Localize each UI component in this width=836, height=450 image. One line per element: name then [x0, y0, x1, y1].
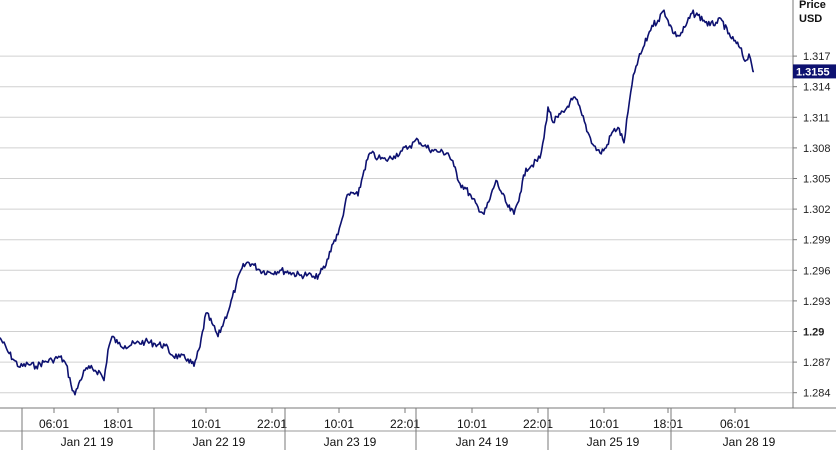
y-tick-label: 1.308	[803, 143, 831, 155]
x-tick-label: 22:01	[523, 417, 553, 431]
y-tick-label: 1.317	[803, 51, 831, 63]
unit-label-currency: USD	[799, 13, 822, 25]
x-tick-label: 22:01	[390, 417, 420, 431]
y-tick-label: 1.314	[803, 82, 831, 94]
x-tick-label: 10:01	[324, 417, 354, 431]
date-label: Jan 25 19	[587, 435, 640, 449]
y-tick-label: 1.296	[803, 265, 831, 277]
last-price-badge: 1.3155	[793, 64, 836, 79]
x-tick-label: 06:01	[39, 417, 69, 431]
date-label: Jan 23 19	[324, 435, 377, 449]
grid-layer	[0, 55, 793, 394]
y-tick-label: 1.29	[803, 327, 824, 339]
x-tick-label: 10:01	[457, 417, 487, 431]
last-price-value: 1.3155	[796, 66, 830, 78]
y-tick-layer: 1.284 1.287 1.29 1.293 1.296 1.299 1.302 1.305 1…	[793, 51, 831, 400]
date-label: Jan 24 19	[456, 435, 509, 449]
y-tick-label: 1.284	[803, 388, 831, 400]
last-price-badge-bg	[793, 64, 836, 79]
date-label: Jan 28 19	[723, 435, 776, 449]
x-tick-label: 06:01	[720, 417, 750, 431]
x-tick-label: 10:01	[589, 417, 619, 431]
y-tick-label: 1.299	[803, 235, 831, 247]
date-label-layer: Jan 21 19 Jan 22 19 Jan 23 19 Jan 24 19 Jan …	[61, 435, 776, 449]
x-tick-label: 22:01	[257, 417, 287, 431]
x-tick-label: 18:01	[653, 417, 683, 431]
date-label: Jan 21 19	[61, 435, 114, 449]
y-tick-label: 1.293	[803, 296, 831, 308]
price-series-line	[0, 9, 755, 396]
x-tick-layer: 06:01 18:01 10:01 22:01 10:01 22:01 10:01 22:01…	[21, 408, 750, 450]
y-tick-label: 1.302	[803, 204, 831, 216]
series-layer	[0, 9, 755, 396]
x-tick-label: 10:01	[191, 417, 221, 431]
y-tick-label: 1.287	[803, 357, 831, 369]
date-label: Jan 22 19	[193, 435, 246, 449]
x-tick-label: 18:01	[103, 417, 133, 431]
y-tick-label: 1.305	[803, 174, 831, 186]
unit-label-price: Price	[799, 0, 826, 11]
y-tick-label: 1.311	[803, 112, 830, 124]
